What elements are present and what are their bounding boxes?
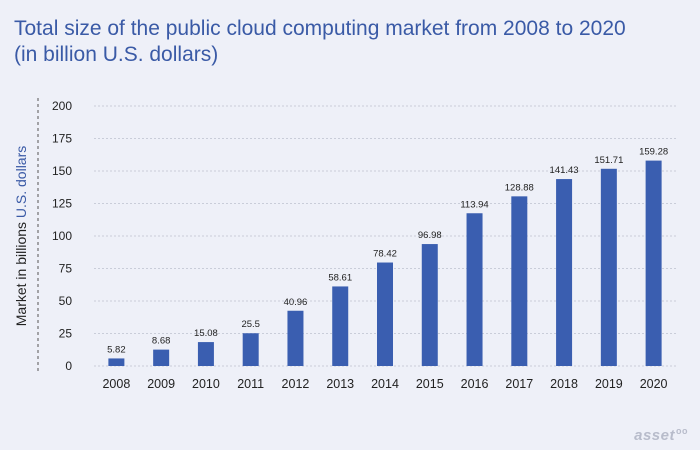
bar-2017 [511, 196, 528, 366]
bar-2013 [332, 286, 349, 366]
bar-2018 [556, 179, 573, 366]
y-tick-label: 0 [65, 359, 72, 373]
bar-2008 [108, 358, 125, 366]
data-labels: 5.82 8.68 15.08 25.5 40.96 58.61 78.42 96.98 113… [107, 147, 668, 356]
x-tick-label-2008: 2008 [102, 377, 130, 391]
data-label-2009: 8.68 [152, 336, 171, 347]
x-tick-label-2017: 2017 [505, 377, 533, 391]
data-label-2015: 96.98 [418, 230, 442, 241]
bar-2009 [153, 349, 170, 366]
y-tick-label: 25 [59, 327, 73, 341]
x-tick-label-2013: 2013 [326, 377, 354, 391]
chart-title-line-1: Total size of the public cloud computing… [14, 17, 626, 40]
y-tick-labels: 0 25 50 75 100 125 150 175 200 [52, 99, 72, 373]
x-tick-labels: 2008 2009 2010 2011 2012 2013 2014 2015 2016 2017… [102, 377, 667, 391]
x-tick-label-2012: 2012 [282, 377, 310, 391]
x-tick-label-2015: 2015 [416, 377, 444, 391]
data-label-2010: 15.08 [194, 328, 218, 339]
bars [108, 160, 662, 366]
bar-2016 [466, 213, 483, 366]
data-label-2011: 25.5 [241, 319, 260, 330]
data-label-2008: 5.82 [107, 344, 126, 355]
bar-2010 [197, 342, 214, 366]
y-axis-label-prefix: Market in billions [13, 218, 29, 326]
bar-2014 [377, 262, 393, 366]
y-tick-label: 75 [59, 262, 73, 276]
x-tick-label-2011: 2011 [237, 377, 264, 391]
data-label-2016: 113.94 [460, 199, 488, 210]
y-tick-label: 125 [52, 197, 72, 211]
y-tick-label: 50 [59, 294, 73, 308]
data-label-2012: 40.96 [284, 297, 308, 308]
chart-title-line-2: (in billion U.S. dollars) [14, 43, 219, 66]
bar-2012 [287, 310, 304, 366]
x-tick-label-2020: 2020 [640, 377, 668, 391]
y-axis-label-accent: U.S. dollars [13, 146, 29, 218]
data-label-2013: 58.61 [328, 272, 352, 283]
data-label-2019: 151.71 [594, 155, 623, 166]
bar-2020 [645, 160, 662, 366]
y-tick-label: 175 [52, 132, 72, 146]
x-tick-label-2014: 2014 [371, 377, 399, 391]
x-tick-label-2019: 2019 [595, 377, 623, 391]
asset-logo-text: asset [634, 427, 675, 444]
data-label-2014: 78.42 [373, 249, 397, 260]
x-tick-label-2016: 2016 [461, 377, 489, 391]
y-tick-label: 100 [52, 229, 72, 243]
data-label-2017: 128.88 [505, 182, 534, 193]
data-label-2020: 159.28 [639, 147, 668, 158]
chart-title: Total size of the public cloud computing… [14, 16, 674, 68]
y-tick-label: 150 [52, 164, 72, 178]
asset-logo-superscript: oo [676, 426, 688, 436]
x-tick-label-2009: 2009 [147, 377, 175, 391]
bar-2019 [600, 168, 617, 366]
x-tick-label-2018: 2018 [550, 377, 578, 391]
asset-logo: assetoo [634, 426, 688, 444]
bar-2011 [242, 333, 259, 366]
bar-2015 [421, 244, 438, 366]
y-axis-label: Market in billions U.S. dollars [13, 146, 29, 327]
gridlines [94, 105, 676, 367]
y-tick-label: 200 [52, 99, 72, 113]
x-tick-label-2010: 2010 [192, 377, 220, 391]
data-label-2018: 141.43 [550, 165, 579, 176]
